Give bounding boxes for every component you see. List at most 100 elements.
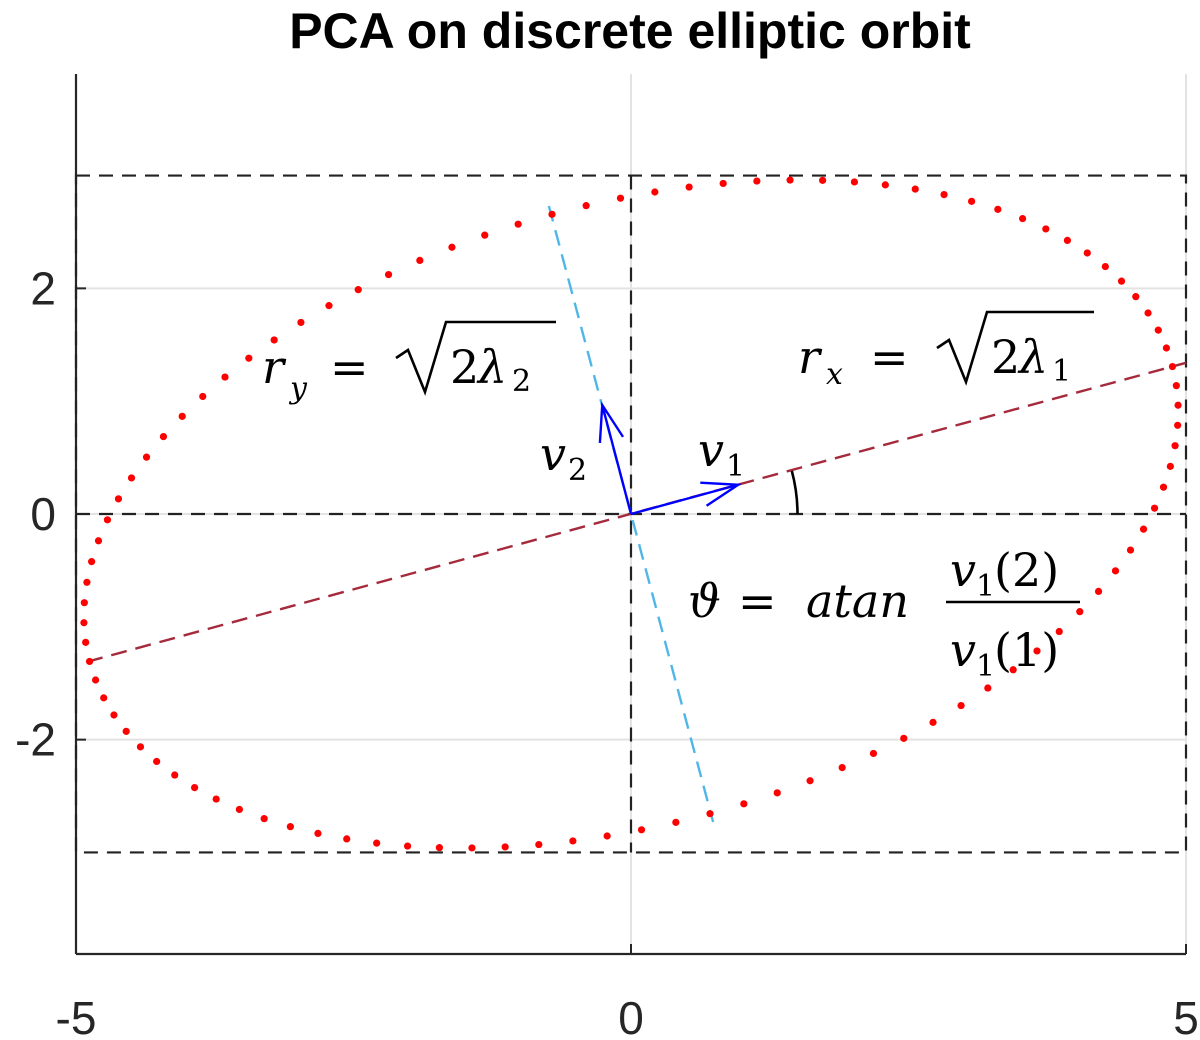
orbit-point: [286, 823, 294, 831]
orbit-point: [706, 810, 714, 818]
orbit-point: [343, 835, 351, 843]
orbit-point: [1132, 293, 1140, 301]
theta-symbol: ϑ: [688, 574, 721, 628]
orbit-point: [1111, 567, 1120, 575]
orbit-point: [80, 599, 88, 607]
orbit-point: [603, 832, 611, 840]
theta-den-v: v: [950, 623, 976, 677]
orbit-point: [881, 181, 889, 189]
orbit-point: [103, 516, 112, 524]
orbit-point: [384, 270, 393, 279]
rx-lambda: λ: [1017, 330, 1048, 384]
orbit-point: [1019, 214, 1027, 223]
rx-lambda-subscript: 1: [1052, 354, 1071, 389]
orbit-point: [1083, 249, 1091, 257]
orbit-point: [719, 179, 727, 188]
rx-equals: =: [870, 330, 909, 384]
orbit-point: [786, 176, 794, 184]
orbit-point: [481, 231, 489, 239]
v2-label: v 2: [540, 427, 587, 488]
orbit-point: [82, 638, 90, 646]
theta-den-subscript: 1: [976, 649, 995, 684]
orbit-point: [819, 176, 827, 184]
principal-axis-2: [547, 205, 715, 823]
rx-two: 2: [991, 330, 1020, 384]
orbit-point: [1139, 525, 1148, 533]
orbit-point: [85, 657, 94, 666]
orbit-point: [514, 220, 522, 228]
orbit-point: [569, 837, 577, 845]
theta-equals: =: [738, 574, 777, 628]
eigen-vectors: [598, 401, 799, 516]
orbit-point: [235, 805, 243, 814]
theta-atan: atan: [806, 574, 909, 628]
orbit-point: [80, 619, 88, 627]
orbit-points: [80, 176, 1182, 852]
rx-r: r: [798, 330, 823, 384]
orbit-point: [637, 826, 646, 834]
v2-arrow-head: [598, 401, 625, 444]
orbit-point: [1094, 587, 1103, 596]
v1-arrow-shaft: [630, 483, 739, 516]
orbit-point: [1162, 344, 1171, 352]
orbit-point: [142, 453, 151, 461]
orbit-point: [1055, 627, 1063, 636]
orbit-point: [153, 757, 161, 766]
orbit-point: [100, 694, 108, 702]
orbit-point: [416, 256, 424, 265]
orbit-point: [806, 777, 814, 785]
ry-subscript: y: [288, 371, 308, 406]
x-tick-label: -5: [56, 992, 97, 1040]
v2-arrow-shaft: [601, 404, 633, 515]
ry-annotation: r y = 2 λ 2: [262, 320, 556, 406]
v2-v: v: [540, 427, 566, 481]
orbit-point: [190, 783, 199, 792]
y-tick-label: 0: [30, 488, 56, 540]
rx-sqrt-sign: [936, 310, 1094, 386]
theta-den-arg: (1): [994, 623, 1059, 677]
v1-arrow-head: [700, 481, 742, 507]
chart-title: PCA on discrete elliptic orbit: [289, 3, 971, 59]
orbit-point: [83, 578, 91, 586]
orbit-point: [1126, 546, 1135, 554]
orbit-point: [1174, 421, 1182, 429]
orbit-point: [403, 842, 412, 850]
rx-subscript: x: [826, 357, 843, 392]
orbit-point: [1172, 382, 1180, 390]
orbit-point: [1144, 309, 1152, 317]
y-tick-label: 2: [30, 262, 56, 314]
orbit-point: [900, 734, 908, 742]
theta-annotation: ϑ = atan v 1 (2) v 1 (1): [688, 543, 1080, 684]
orbit-point: [1159, 483, 1168, 491]
orbit-point: [1033, 647, 1041, 655]
theta-num-subscript: 1: [976, 569, 995, 604]
orbit-point: [314, 829, 322, 838]
angle-arc: [790, 470, 799, 515]
ry-sqrt-sign: [395, 320, 556, 396]
principal-axis-1: [86, 361, 1187, 663]
v2-subscript: 2: [568, 453, 587, 488]
orbit-point: [468, 844, 476, 852]
orbit-point: [968, 197, 976, 205]
orbit-point: [1166, 462, 1174, 470]
theta-num-v: v: [950, 543, 976, 597]
orbit-point: [245, 354, 253, 362]
y-tick-label: -2: [15, 714, 56, 766]
rx-annotation: r x = 2 λ 1: [798, 310, 1094, 392]
orbit-point: [212, 795, 220, 803]
orbit-point: [221, 373, 229, 381]
ry-lambda-subscript: 2: [512, 364, 531, 399]
orbit-point: [773, 789, 781, 797]
orbit-point: [325, 302, 333, 310]
orbit-point: [297, 318, 305, 327]
theta-num-arg: (2): [994, 543, 1059, 597]
orbit-point: [940, 190, 948, 199]
orbit-point: [501, 843, 509, 851]
orbit-point: [957, 701, 965, 710]
orbit-point: [1154, 326, 1162, 334]
v1-subscript: 1: [726, 449, 745, 484]
x-tick-label: 5: [1173, 992, 1199, 1040]
orbit-point: [1171, 442, 1179, 450]
orbit-point: [91, 676, 100, 684]
orbit-point: [1101, 262, 1109, 271]
